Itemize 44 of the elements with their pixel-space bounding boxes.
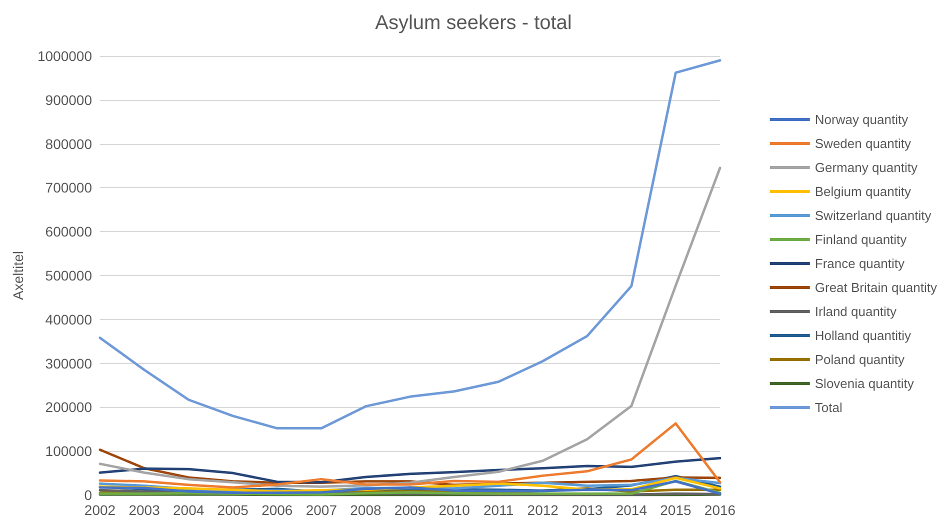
y-tick-label: 1000000 [37, 48, 92, 64]
y-tick-label: 700000 [45, 180, 92, 196]
legend-label: Irland quantity [814, 304, 898, 319]
x-tick-label: 2009 [394, 502, 426, 518]
y-tick-label: 0 [84, 487, 92, 503]
x-tick-label: 2003 [128, 502, 160, 518]
y-tick-label: 200000 [45, 399, 92, 416]
legend-label: France quantity [814, 256, 905, 271]
chart-title: Asylum seekers - total [375, 12, 572, 34]
x-tick-label: 2015 [660, 502, 692, 518]
y-tick-label: 300000 [45, 355, 92, 372]
y-tick-label: 800000 [45, 136, 92, 152]
legend-label: Finland quantity [814, 232, 908, 247]
y-tick-label: 600000 [45, 224, 92, 240]
y-axis-title: Axeltitel [10, 250, 26, 300]
line-series [98, 422, 722, 489]
legend-label: Total [814, 400, 842, 415]
x-tick-label: 2011 [484, 502, 514, 518]
legend-label: Belgium quantity [814, 184, 912, 199]
line-series [98, 166, 722, 488]
legend-label: Poland quantity [814, 352, 906, 367]
x-tick-label: 2007 [306, 502, 338, 518]
x-tick-label: 2008 [350, 502, 382, 518]
x-tick-label: 2004 [172, 502, 204, 518]
y-tick-label: 500000 [45, 268, 92, 284]
x-tick-label: 2002 [84, 502, 116, 518]
x-tick-label: 2010 [438, 502, 470, 518]
y-tick-label: 100000 [45, 443, 92, 460]
legend-label: Germany quantity [814, 160, 918, 175]
x-tick-label: 2014 [616, 502, 648, 518]
legend-label: Slovenia quantity [814, 376, 914, 391]
y-tick-label: 400000 [45, 311, 92, 328]
legend-label: Switzerland quantity [814, 208, 932, 223]
x-tick-label: 2005 [217, 502, 249, 518]
x-tick-label: 2013 [572, 502, 603, 518]
y-tick-label: 900000 [45, 92, 92, 108]
x-tick-label: 2012 [527, 502, 559, 518]
legend-label: Holland quantitiy [814, 328, 912, 343]
legend-label: Norway quantity [814, 112, 909, 127]
legend-label: Great Britain quantity [814, 280, 938, 295]
legend-label: Sweden quantity [814, 136, 912, 151]
line-series [98, 59, 722, 430]
x-tick-label: 2006 [262, 502, 293, 518]
x-tick-label: 2016 [704, 502, 736, 518]
